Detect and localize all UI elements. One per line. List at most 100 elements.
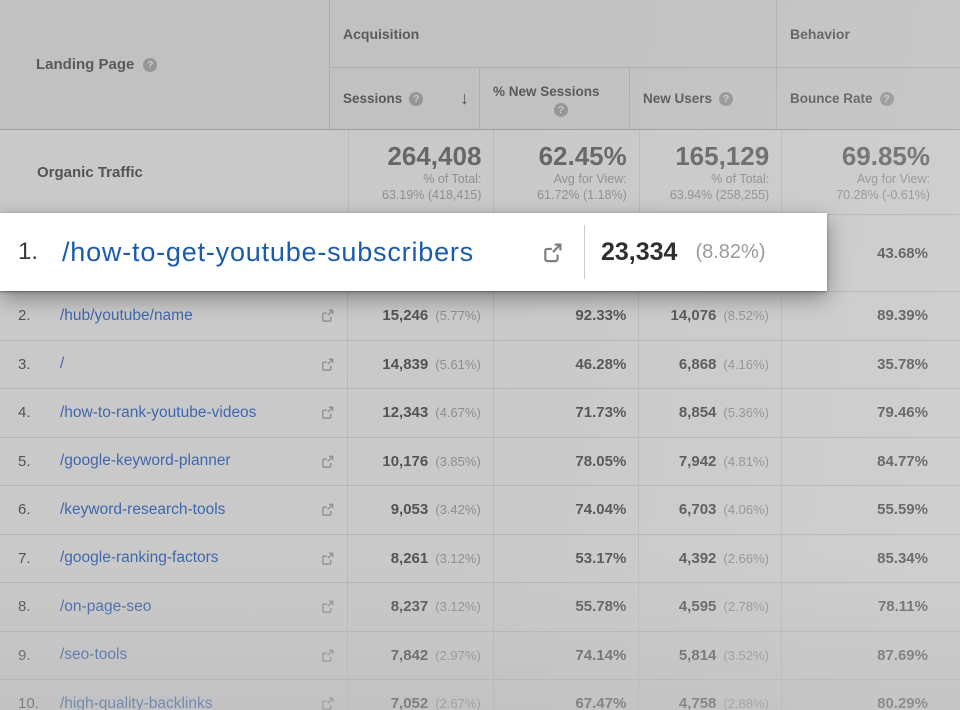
row-rank: 7. [18, 549, 31, 567]
summary-new-users-subtitle: % of Total: [711, 172, 770, 186]
landing-page-link[interactable]: /on-page-seo [60, 597, 152, 615]
landing-page-cell: 9. /seo-tools [0, 631, 349, 679]
new-sessions-value: 46.28% [575, 355, 627, 373]
new-users-value: 4,758 [678, 695, 717, 710]
group-header-row: Acquisition Behavior [330, 0, 960, 68]
summary-bounce-rate-subtitle: Avg for View: [856, 172, 930, 186]
table-row: 2. /hub/youtube/name 15,246 (5.77%) 92.3… [0, 292, 960, 341]
external-link-icon[interactable] [320, 599, 335, 614]
highlight-sessions-section: 23,334 (8.82%) [585, 238, 766, 267]
new-sessions-cell: 67.47% [494, 680, 640, 710]
new-users-percent: (4.06%) [723, 502, 769, 518]
column-header-landing-page[interactable]: Landing Page ? [0, 0, 330, 130]
sessions-value: 12,343 [382, 404, 429, 422]
help-icon[interactable]: ? [143, 57, 158, 72]
sessions-cell: 10,176 (3.85%) [348, 437, 494, 485]
table-row: 9. /seo-tools 7,842 (2.97%) 74.14% 5,814… [0, 631, 960, 680]
row-rank: 8. [18, 598, 31, 616]
bounce-rate-value: 78.11% [877, 598, 928, 616]
external-link-icon[interactable] [320, 308, 335, 323]
summary-bounce-rate-value: 69.85% [841, 141, 930, 171]
sessions-percent: (2.97%) [435, 647, 481, 663]
summary-new-users-cell: 165,129 % of Total: 63.94% (258,255) [640, 130, 783, 214]
new-sessions-cell: 53.17% [494, 534, 640, 582]
summary-sessions-cell: 264,408 % of Total: 63.19% (418,415) [349, 130, 495, 214]
new-sessions-cell: 55.78% [494, 583, 640, 631]
new-sessions-cell: 46.28% [494, 340, 640, 388]
sort-descending-icon[interactable]: ↓ [460, 88, 469, 108]
new-users-cell: 14,076 (8.52%) [639, 292, 782, 340]
summary-bounce-rate-cell: 69.85% Avg for View: 70.28% (-0.61%) [782, 130, 960, 214]
sessions-percent: (3.12%) [435, 599, 481, 615]
sessions-cell: 7,052 (2.67%) [348, 680, 494, 710]
new-users-cell: 4,595 (2.78%) [639, 583, 782, 631]
summary-sessions-subtitle: % of Total: [423, 172, 482, 186]
summary-sessions-detail: 63.19% (418,415) [382, 188, 482, 202]
row-rank: 5. [18, 452, 31, 470]
landing-page-link[interactable]: /how-to-get-youtube-subscribers [62, 236, 474, 267]
new-users-cell: 5,814 (3.52%) [639, 631, 782, 679]
new-sessions-cell: 74.14% [494, 631, 640, 679]
bounce-rate-cell: 35.78% [782, 341, 960, 389]
external-link-icon[interactable] [320, 551, 335, 566]
landing-page-link[interactable]: / [60, 355, 65, 373]
new-sessions-header-label: % New Sessions [493, 84, 600, 99]
landing-page-cell: 5. /google-keyword-planner [0, 437, 349, 485]
new-users-value: 7,942 [678, 452, 717, 470]
landing-page-link[interactable]: /hub/youtube/name [60, 306, 193, 324]
new-sessions-value: 92.33% [575, 307, 627, 325]
landing-page-link[interactable]: /seo-tools [60, 646, 128, 664]
new-users-cell: 4,392 (2.66%) [639, 534, 782, 582]
row-rank: 6. [18, 501, 31, 519]
new-sessions-value: 74.14% [575, 646, 627, 664]
external-link-icon[interactable] [320, 357, 335, 372]
highlight-landing-page-section: 1. /how-to-get-youtube-subscribers [0, 213, 584, 291]
sessions-percent: (3.42%) [435, 502, 481, 518]
external-link-icon[interactable] [320, 502, 335, 517]
landing-page-link[interactable]: /how-to-rank-youtube-videos [60, 403, 257, 421]
column-header-bounce-rate[interactable]: Bounce Rate ? [777, 68, 960, 130]
landing-page-link[interactable]: /high-quality-backlinks [60, 694, 213, 710]
sessions-percent: (8.82%) [695, 240, 766, 263]
new-users-value: 5,814 [678, 646, 717, 664]
bounce-rate-value: 35.78% [877, 355, 928, 373]
help-icon[interactable]: ? [554, 103, 568, 117]
external-link-icon[interactable] [320, 696, 335, 710]
landing-page-link[interactable]: /google-keyword-planner [60, 452, 231, 470]
help-icon[interactable]: ? [879, 91, 894, 106]
sessions-cell: 15,246 (5.77%) [348, 292, 494, 340]
help-icon[interactable]: ? [409, 91, 424, 106]
bounce-rate-value: 85.34% [877, 549, 928, 567]
landing-page-cell: 6. /keyword-research-tools [0, 486, 349, 534]
new-sessions-value: 67.47% [575, 695, 627, 710]
bounce-rate-cell: 84.77% [782, 438, 960, 486]
new-sessions-value: 71.73% [575, 404, 627, 422]
bounce-rate-cell: 79.46% [782, 389, 960, 437]
summary-row-organic-traffic: Organic Traffic 264,408 % of Total: 63.1… [0, 130, 960, 215]
external-link-icon[interactable] [320, 405, 335, 420]
table-row: 4. /how-to-rank-youtube-videos 12,343 (4… [0, 389, 960, 438]
table-header: Landing Page ? Acquisition Behavior Sess… [0, 0, 960, 130]
summary-new-users-value: 165,129 [675, 141, 770, 171]
help-icon[interactable]: ? [719, 91, 734, 106]
landing-page-link[interactable]: /keyword-research-tools [60, 500, 226, 518]
external-link-icon[interactable] [320, 454, 335, 469]
column-header-new-sessions[interactable]: % New Sessions ? [480, 68, 630, 130]
new-users-percent: (2.66%) [723, 550, 769, 566]
new-sessions-cell: 71.73% [494, 389, 640, 437]
sessions-cell: 8,237 (3.12%) [348, 583, 494, 631]
sessions-percent: (3.12%) [435, 550, 481, 566]
column-header-sessions[interactable]: Sessions ? ↓ [330, 68, 480, 130]
sessions-cell: 9,053 (3.42%) [348, 486, 494, 534]
landing-page-cell: 10. /high-quality-backlinks [0, 680, 349, 710]
bounce-rate-cell: 87.69% [782, 632, 960, 680]
new-users-cell: 8,854 (5.36%) [639, 389, 782, 437]
landing-page-link[interactable]: /google-ranking-factors [60, 549, 219, 567]
external-link-icon[interactable] [320, 648, 335, 663]
new-users-percent: (8.52%) [723, 308, 769, 324]
summary-bounce-rate-detail: 70.28% (-0.61%) [836, 188, 930, 202]
new-users-value: 6,703 [678, 501, 717, 519]
column-header-new-users[interactable]: New Users ? [630, 68, 777, 130]
landing-page-cell: 8. /on-page-seo [0, 583, 349, 631]
external-link-icon[interactable] [541, 241, 564, 264]
